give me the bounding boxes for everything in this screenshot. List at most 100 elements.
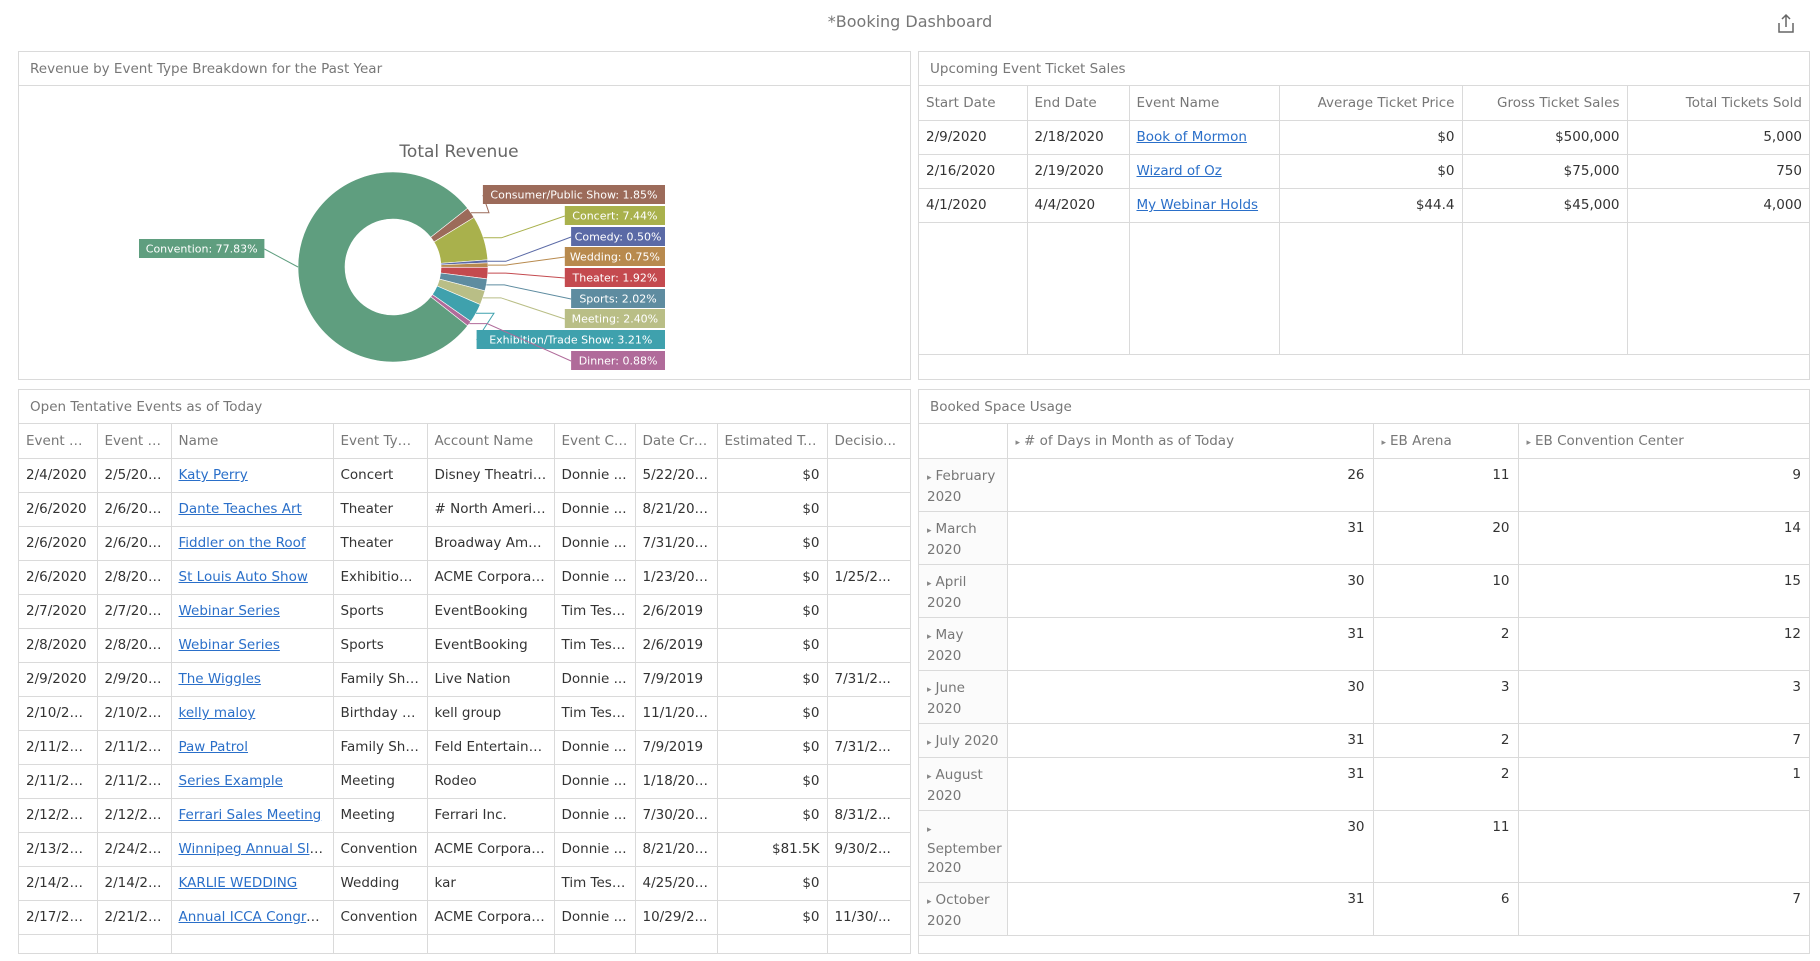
event-link[interactable]: Webinar Series (178, 637, 280, 653)
row-header-march[interactable]: ▸ March 2020 (919, 511, 1008, 565)
row-header-june[interactable]: ▸ June 2020 (919, 670, 1008, 724)
share-icon[interactable] (1774, 12, 1798, 36)
cell-event-name[interactable]: My Webinar Holds (1129, 188, 1280, 223)
cell-name[interactable]: Annual ICCA Congress (171, 900, 334, 935)
col-event-name[interactable]: Event Name (1129, 86, 1280, 121)
table-row[interactable]: 2/10/2020 2/10/20... kelly maloy Birthday P… (19, 696, 910, 731)
event-link[interactable]: Book of Mormon (1136, 129, 1247, 145)
table-row[interactable]: 2/12/2020 2/12/20... Ferrari Sales Meeting… (19, 798, 910, 833)
table-row[interactable]: 2/9/2020 2/9/2020 The Wiggles Family Show Li… (19, 662, 910, 697)
cell-event-type: Birthday Pa... (333, 696, 428, 731)
expand-icon[interactable]: ▸ (927, 684, 932, 695)
table-row[interactable]: 4/1/2020 4/4/2020 My Webinar Holds $44.4 $45… (919, 188, 1809, 223)
row-header-august[interactable]: ▸ August 2020 (919, 757, 1008, 811)
table-row[interactable]: 2/11/2020 2/11/20... Series Example Meeting… (19, 764, 910, 799)
cell-event-name[interactable]: Book of Mormon (1129, 120, 1280, 155)
row-header-july-2020[interactable]: ▸ July 2020 (919, 723, 1008, 758)
event-link[interactable]: Winnipeg Annual Sled... (178, 841, 333, 857)
expand-icon[interactable]: ▸ (927, 631, 932, 642)
table-row[interactable]: 2/6/2020 2/6/2020 Dante Teaches Art Theater… (19, 492, 910, 527)
pie-slice-convention[interactable] (297, 171, 469, 363)
table-row[interactable]: 2/6/2020 2/6/2020 Fiddler on the Roof Theat… (19, 526, 910, 561)
col-event-type[interactable]: Event Type... (333, 424, 428, 459)
table-row[interactable]: 2/11/2020 2/11/20... Paw Patrol Family Show… (19, 730, 910, 765)
expand-icon[interactable]: ▸ (927, 525, 932, 536)
event-link[interactable]: The Wiggles (178, 671, 261, 687)
table-row[interactable]: 2/14/2020 2/14/20... KARLIE WEDDING Wedding… (19, 866, 910, 901)
event-link[interactable]: Ferrari Sales Meeting (178, 807, 322, 823)
cell-name[interactable]: kelly maloy (171, 696, 334, 731)
table-row[interactable]: 2/17/2020 2/21/20... Annual ICCA Congress C… (19, 900, 910, 935)
expand-icon[interactable]: ▸ (927, 771, 932, 782)
cell-name[interactable]: Paw Patrol (171, 730, 334, 765)
cell-event-name[interactable]: Wizard of Oz (1129, 154, 1280, 189)
event-link[interactable]: Wizard of Oz (1136, 163, 1222, 179)
table-row[interactable]: 2/13/2020 2/24/20... Winnipeg Annual Sled.… (19, 832, 910, 867)
col-total-tickets-sold[interactable]: Total Tickets Sold (1627, 86, 1809, 121)
cell-name[interactable]: Series Example (171, 764, 334, 799)
table-row[interactable]: 2/4/2020 2/5/2020 Katy Perry Concert Disney … (19, 458, 910, 493)
col-date-cre[interactable]: Date Cre... (635, 424, 718, 459)
table-row[interactable]: 2/7/2020 2/7/2020 Webinar Series Sports Even… (19, 594, 910, 629)
expand-icon[interactable]: ▸ (927, 578, 932, 589)
col-gross-ticket-sales[interactable]: Gross Ticket Sales (1462, 86, 1628, 121)
row-header-may[interactable]: ▸ May 2020 (919, 617, 1008, 671)
row-month: June (935, 679, 965, 696)
expand-icon[interactable]: ▸ (927, 896, 932, 907)
cell-name[interactable]: KARLIE WEDDING (171, 866, 334, 901)
col-event-e[interactable]: Event E... (97, 424, 172, 459)
cell-decisio (827, 696, 910, 731)
event-link[interactable]: St Louis Auto Show (178, 569, 308, 585)
event-link[interactable]: Annual ICCA Congress (178, 909, 329, 925)
table-row[interactable]: 2/6/2020 2/8/2020 St Louis Auto Show Exhibi… (19, 560, 910, 595)
expand-icon[interactable]: ▸ (927, 824, 932, 835)
cell-name[interactable]: Katy Perry (171, 458, 334, 493)
cell-name[interactable]: Fiddler on the Roof (171, 526, 334, 561)
event-link[interactable]: Series Example (178, 773, 283, 789)
cell-name[interactable]: Webinar Series (171, 594, 334, 629)
col-event-cr[interactable]: Event Cr... (554, 424, 636, 459)
col-average-ticket-price[interactable]: Average Ticket Price (1279, 86, 1463, 121)
expand-icon[interactable]: ▸ (927, 472, 932, 483)
col-decisio[interactable]: Decisio... (827, 424, 910, 459)
col-eb-convention-center[interactable]: ▸ EB Convention Center (1518, 424, 1809, 459)
event-link[interactable]: Katy Perry (178, 467, 248, 483)
cell-event-e: 2/24/20... (97, 832, 172, 867)
table-row[interactable]: 2/8/2020 2/8/2020 Webinar Series Sports Even… (19, 628, 910, 663)
cell-date-cre: 10/29/2... (635, 900, 718, 935)
event-link[interactable]: kelly maloy (178, 705, 256, 721)
row-header-september-2020[interactable]: ▸ September 2020 (919, 810, 1008, 883)
event-link[interactable]: KARLIE WEDDING (178, 875, 298, 891)
pie-slice-dinner[interactable] (430, 294, 472, 327)
svg-text:Concert: 7.44%: Concert: 7.44% (572, 210, 657, 223)
col-name[interactable]: Name (171, 424, 334, 459)
table-row[interactable]: 2/16/2020 2/19/2020 Wizard of Oz $0 $75,000 7… (919, 154, 1809, 189)
cell-name[interactable]: St Louis Auto Show (171, 560, 334, 595)
cell-name[interactable]: Winnipeg Annual Sled... (171, 832, 334, 867)
cell-name[interactable]: Webinar Series (171, 628, 334, 663)
event-link[interactable]: My Webinar Holds (1136, 197, 1259, 213)
expand-icon[interactable]: ▸ (927, 737, 932, 748)
col-account-name[interactable]: Account Name (427, 424, 555, 459)
col-eb-arena[interactable]: ▸ EB Arena (1373, 424, 1519, 459)
row-header-february[interactable]: ▸ February 2020 (919, 458, 1008, 512)
col-end-date[interactable]: End Date (1027, 86, 1130, 121)
expand-icon[interactable]: ▸ (1381, 437, 1387, 448)
col-of-days-in-month-as-of-today[interactable]: ▸ # of Days in Month as of Today (1007, 424, 1374, 459)
event-link[interactable]: Paw Patrol (178, 739, 249, 755)
expand-icon[interactable]: ▸ (1015, 437, 1021, 448)
event-link[interactable]: Fiddler on the Roof (178, 535, 306, 551)
col-event-st[interactable]: Event St... (19, 424, 98, 459)
cell-name[interactable]: The Wiggles (171, 662, 334, 697)
cell-name[interactable]: Ferrari Sales Meeting (171, 798, 334, 833)
cell-event-cr: Tim Test... (554, 866, 636, 901)
row-header-october[interactable]: ▸ October 2020 (919, 882, 1008, 936)
event-link[interactable]: Dante Teaches Art (178, 501, 302, 517)
cell-name[interactable]: Dante Teaches Art (171, 492, 334, 527)
col-start-date[interactable]: Start Date (919, 86, 1028, 121)
event-link[interactable]: Webinar Series (178, 603, 280, 619)
row-header-april[interactable]: ▸ April 2020 (919, 564, 1008, 618)
table-row[interactable]: 2/9/2020 2/18/2020 Book of Mormon $0 $500,00… (919, 120, 1809, 155)
col-estimated-tot[interactable]: Estimated Tot... (717, 424, 828, 459)
expand-icon[interactable]: ▸ (1526, 437, 1532, 448)
